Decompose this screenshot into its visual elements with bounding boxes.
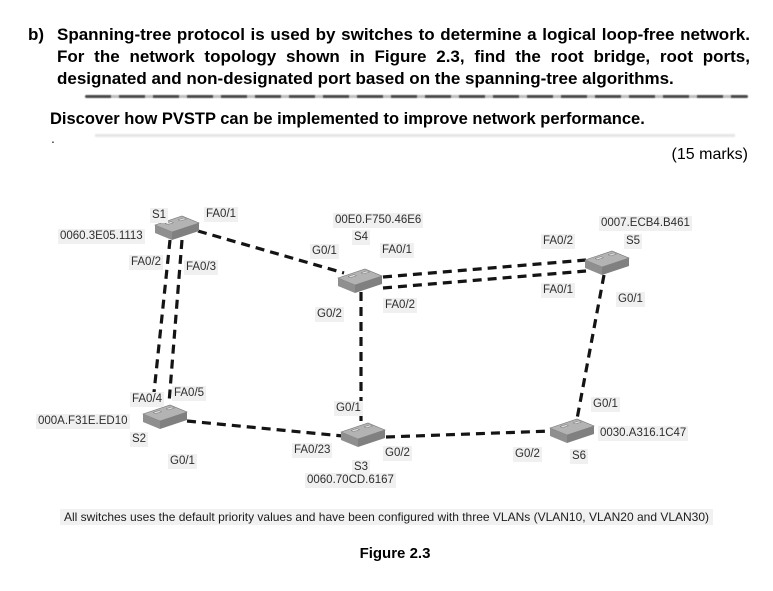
switch-icon-s5 [584,250,630,275]
question-text: Spanning-tree protocol is used by switch… [57,25,750,88]
label-s4-port-fa01: FA0/1 [380,243,415,258]
marks-label: (15 marks) [671,146,748,163]
label-s4-port-g02: G0/2 [315,307,344,322]
label-s2-port-fa05: FA0/5 [172,386,207,401]
label-s2-port-g01: G0/1 [168,454,197,469]
label-s2-name: S2 [130,432,149,447]
label-s3-name: S3 [352,460,371,475]
label-s4-mac: 00E0.F750.46E6 [333,213,424,228]
switch-icon-s4 [337,268,383,293]
label-s1-port-fa03: FA0/3 [184,260,219,275]
question-item-label: b) [28,25,45,44]
label-s4-port-g01: G0/1 [310,244,339,259]
label-s6-port-g01: G0/1 [591,397,620,412]
link-s1-s2-b [167,239,184,404]
question-block: b) Spanning-tree protocol is used by swi… [28,24,750,90]
label-s2-mac: 000A.F31E.ED10 [36,414,130,429]
figure-note-text: All switches uses the default priority v… [59,509,714,525]
link-s2-s3 [186,419,344,438]
label-s5-port-fa02: FA0/2 [541,234,576,249]
label-s5-port-g01: G0/1 [616,292,645,307]
label-s3-mac: 0060.70CD.6167 [305,473,396,488]
label-s6-port-g02: G0/2 [513,447,542,462]
label-s3-port-g02: G0/2 [383,446,412,461]
switch-icon-s6 [549,418,595,443]
label-s3-port-fa023: FA0/23 [292,443,333,458]
figure-caption: Figure 2.3 [359,545,431,562]
label-s6-mac: 0030.A316.1C47 [598,426,689,441]
label-s2-port-fa04: FA0/4 [130,392,165,407]
question-followup: Discover how PVSTP can be implemented to… [50,110,645,128]
stray-dot: . [51,130,55,146]
label-s6-name: S6 [570,449,589,464]
label-s1-port-fa02: FA0/2 [129,255,164,270]
label-s4-port-fa02: FA0/2 [383,298,418,313]
label-s5-port-fa01: FA0/1 [541,283,576,298]
switch-icon-s2 [142,404,188,429]
scan-artifact-line [85,95,748,98]
label-s3-port-g01: G0/1 [334,401,363,416]
label-s1-port-fa01: FA0/1 [204,207,239,222]
figure-note: All switches uses the default priority v… [0,509,773,525]
label-s1-name: S1 [150,208,169,223]
label-s5-name: S5 [624,234,643,249]
switch-icon-s3 [340,422,386,447]
label-s4-name: S4 [352,230,371,245]
link-s4-s5-a [382,258,587,279]
label-s1-mac: 0060.3E05.1113 [58,229,145,244]
label-s5-mac: 0007.ECB4.B461 [599,216,692,231]
scan-artifact-line-2 [95,134,735,137]
switch-icon-s1 [154,215,200,240]
link-s3-s6 [385,429,553,439]
